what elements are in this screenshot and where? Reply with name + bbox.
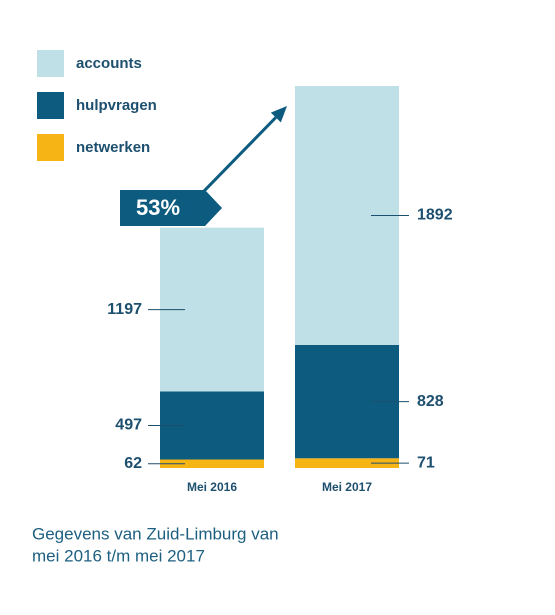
value-label: 1197 (107, 301, 142, 318)
legend-swatch (37, 134, 64, 161)
value-label: 1892 (417, 207, 453, 224)
legend-swatch (37, 92, 64, 119)
legend-label: netwerken (76, 139, 150, 156)
value-label: 71 (417, 454, 435, 471)
bar-segment (295, 458, 399, 468)
arrow-head (270, 106, 287, 123)
x-tick-label: Mei 2017 (322, 480, 372, 494)
legend-label: accounts (76, 55, 142, 72)
value-label: 62 (124, 455, 142, 472)
caption: mei 2016 t/m mei 2017 (32, 546, 205, 565)
caption: Gegevens van Zuid-Limburg van (32, 524, 279, 543)
bar-segment (160, 459, 264, 468)
x-tick-label: Mei 2016 (187, 480, 237, 494)
legend-swatch (37, 50, 64, 77)
value-label: 497 (115, 417, 142, 434)
arrow-shaft (178, 116, 277, 217)
annotation: 53% (136, 195, 180, 220)
legend-label: hulpvragen (76, 97, 157, 114)
value-label: 828 (417, 393, 444, 410)
